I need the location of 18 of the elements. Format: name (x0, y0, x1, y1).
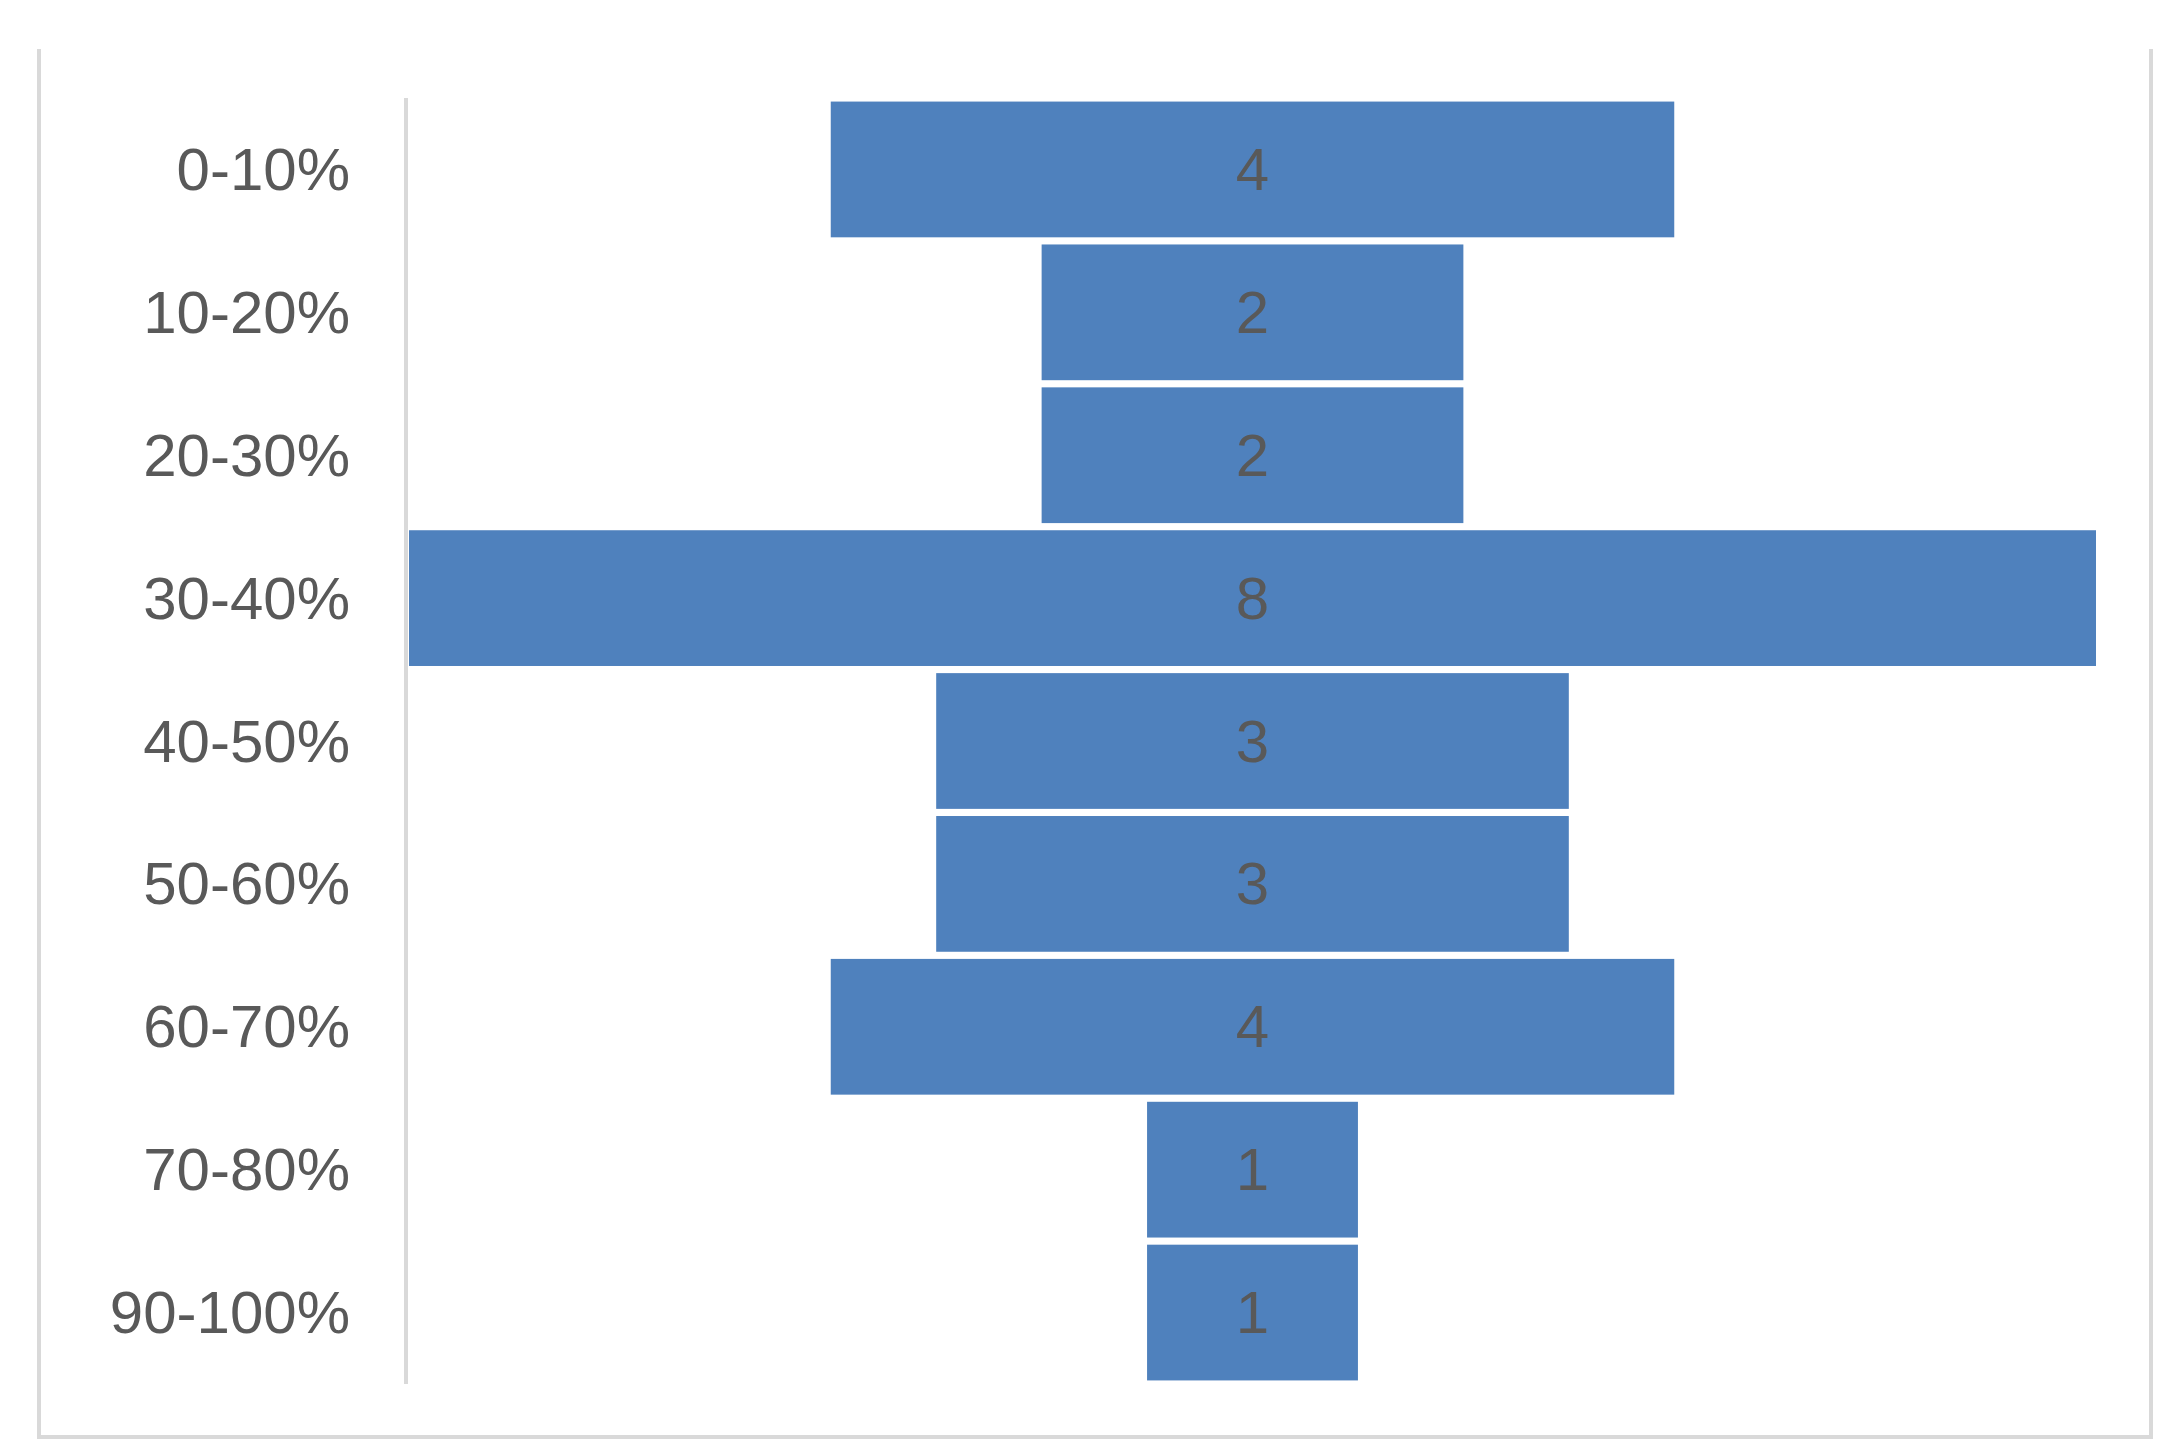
data-label: 4 (1235, 993, 1270, 1061)
category-label: 50-60% (143, 850, 350, 918)
category-label: 40-50% (143, 707, 350, 775)
data-label: 3 (1235, 707, 1270, 775)
category-label: 30-40% (143, 564, 350, 632)
data-label: 1 (1235, 1136, 1270, 1204)
category-label: 20-30% (143, 421, 350, 489)
data-label: 1 (1235, 1279, 1270, 1347)
data-label: 3 (1235, 850, 1270, 918)
data-label: 2 (1235, 421, 1270, 489)
data-label: 2 (1235, 278, 1270, 346)
category-label: 60-70% (143, 993, 350, 1061)
category-label: 0-10% (176, 135, 350, 203)
category-label: 10-20% (143, 278, 350, 346)
category-label: 90-100% (109, 1279, 350, 1347)
data-label: 8 (1235, 564, 1270, 632)
data-label: 4 (1235, 135, 1270, 203)
category-label: 70-80% (143, 1136, 350, 1204)
